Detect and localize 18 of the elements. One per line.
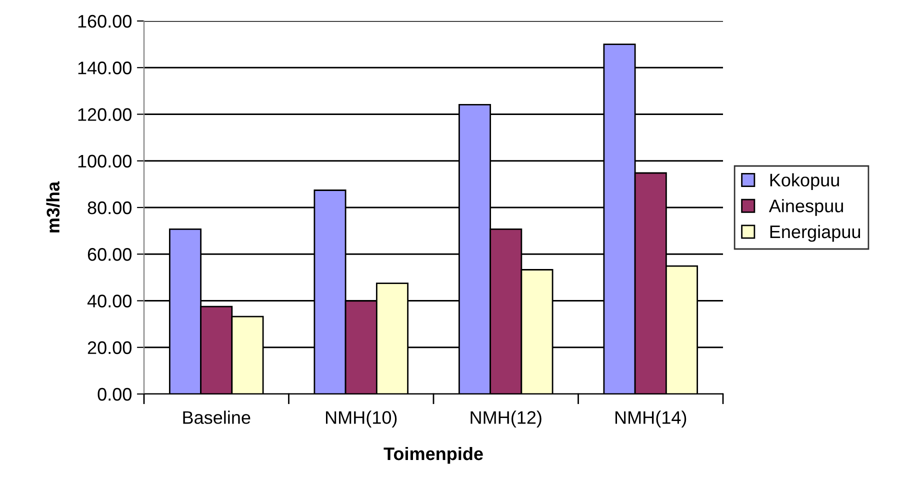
y-tick-label: 100.00 bbox=[78, 154, 132, 168]
x-tick-label: NMH(14) bbox=[615, 410, 686, 428]
y-tick-label: 140.00 bbox=[78, 62, 132, 74]
y-tick-label: 0.00 bbox=[98, 388, 132, 401]
y-tick-label: 120.00 bbox=[78, 108, 132, 121]
y-axis-title: m3/ha bbox=[46, 181, 60, 232]
legend-label: Ainespuu bbox=[768, 199, 843, 216]
y-tick-label: 80.00 bbox=[88, 201, 132, 214]
y-tick-label: 20.00 bbox=[88, 341, 132, 354]
y-tick-label: 160.00 bbox=[78, 14, 132, 28]
y-tick-label: 40.00 bbox=[87, 294, 132, 308]
legend-label: Energiapuu bbox=[770, 224, 860, 242]
x-tick-label: Baseline bbox=[183, 410, 250, 424]
x-axis-title: Toimenpide bbox=[384, 446, 483, 464]
x-tick-label: NMH(12) bbox=[470, 410, 542, 428]
y-tick-label: 60.00 bbox=[88, 248, 132, 261]
legend-label: Kokopuu bbox=[770, 173, 839, 190]
x-tick-label: NMH(10) bbox=[326, 410, 397, 428]
